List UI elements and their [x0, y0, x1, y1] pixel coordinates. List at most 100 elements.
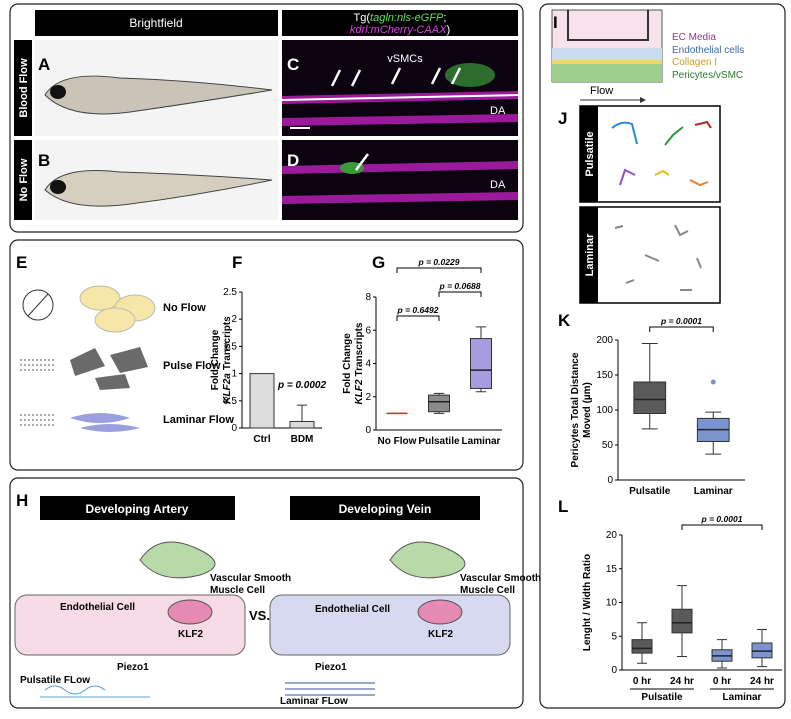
frame-eg — [9, 239, 524, 471]
cells — [70, 413, 140, 432]
nucleus — [167, 599, 213, 625]
y-tick-label: 1.5 — [223, 341, 237, 352]
header-bar — [35, 10, 278, 36]
image-d — [282, 140, 518, 220]
panel-label: C — [287, 55, 299, 74]
panel-label: G — [372, 253, 385, 272]
x-tick-label: Pulsatile — [629, 486, 671, 497]
vs: VS. — [249, 608, 270, 623]
outlier — [710, 379, 716, 385]
y-label-line: Moved (µm) — [582, 382, 593, 438]
box — [631, 639, 653, 654]
header: Brightfield — [129, 16, 182, 30]
t: tagln:nls-eGFP — [370, 12, 444, 24]
bar — [289, 420, 315, 429]
y-label-line: Lenght / Width Ratio — [582, 554, 593, 651]
p-value: p = 0.6492 — [397, 305, 439, 315]
eye — [50, 85, 66, 99]
error-bar — [297, 404, 307, 422]
insert — [567, 10, 649, 41]
frame-h — [9, 477, 524, 709]
track — [664, 126, 684, 146]
y-label-line: Fold Change — [342, 333, 353, 394]
y-label-line: Fold Change — [210, 329, 221, 390]
y-tick-label: 6 — [365, 325, 371, 336]
header-bar — [290, 496, 480, 520]
panel-label: A — [38, 55, 50, 74]
label: Endothelial Cell — [315, 604, 390, 615]
j-tracks — [579, 105, 721, 304]
no-sign — [27, 293, 49, 317]
track — [694, 120, 712, 129]
vessel-edge — [281, 94, 519, 101]
box — [428, 394, 450, 413]
track — [614, 224, 702, 291]
track — [619, 168, 636, 186]
layer-label: Pericytes/vSMC — [672, 70, 743, 81]
header: Developing Artery — [86, 502, 189, 516]
no-sign — [22, 289, 54, 321]
p-value: p = 0.0229 — [418, 257, 460, 267]
group-label: Laminar — [723, 692, 762, 703]
h-drawings — [14, 541, 511, 698]
bracket — [396, 267, 482, 273]
y-axis-label: Fold ChangeKLF2 Transcripts — [342, 322, 365, 404]
label: Vascular Smooth — [210, 573, 291, 584]
label: Muscle Cell — [210, 585, 265, 596]
label: Piezo1 — [117, 662, 149, 673]
x-tick-label: 24 hr — [670, 676, 694, 687]
panel-frames — [9, 3, 786, 709]
y-tick-label: 0 — [231, 423, 237, 434]
y-tick-label: 15 — [606, 564, 618, 575]
x-tick-label: BDM — [291, 434, 314, 445]
flow — [40, 685, 150, 698]
header: Developing Vein — [339, 502, 432, 516]
x-tick-label: 0 hr — [633, 676, 651, 687]
y-tick-label: 1 — [231, 369, 237, 380]
collagen — [552, 60, 662, 64]
vsmc — [139, 541, 216, 579]
label: Muscle Cell — [460, 585, 515, 596]
y-tick-label: 0 — [365, 425, 371, 436]
p-value: p = 0.0002 — [277, 380, 327, 391]
track — [689, 179, 709, 187]
panel-label: D — [287, 151, 299, 170]
layer-label: Collagen I — [672, 57, 717, 68]
flow-lines — [20, 359, 55, 426]
y-tick-label: 200 — [596, 335, 613, 346]
panel-label: F — [232, 253, 242, 272]
y-tick-label: 20 — [606, 530, 618, 541]
nucleus — [417, 599, 463, 625]
row-label: No Flow — [18, 158, 30, 201]
fish — [44, 75, 273, 115]
header: kdrl:mCherry-CAAX) — [350, 24, 450, 36]
cells — [70, 347, 148, 390]
p-value: p = 0.0688 — [439, 281, 481, 291]
y-axis-label: Pericytes Total DistanceMoved (µm) — [570, 352, 593, 467]
flow — [285, 682, 375, 696]
bracket — [649, 326, 714, 332]
y-tick-label: 2 — [231, 314, 237, 325]
x-tick-label: Laminar — [462, 436, 501, 447]
arrows — [330, 67, 462, 171]
box — [633, 381, 667, 414]
panel-label: H — [16, 491, 28, 510]
x-tick-label: 24 hr — [750, 676, 774, 687]
row-label: Laminar — [584, 233, 596, 277]
y-axis-label: Lenght / Width Ratio — [582, 554, 593, 651]
frame-il — [539, 3, 786, 709]
y-tick-label: 4 — [365, 359, 371, 370]
y-tick-label: 0 — [611, 665, 617, 676]
annotation: DA — [490, 105, 506, 117]
box — [470, 338, 492, 389]
bracket — [438, 291, 482, 297]
cell — [445, 63, 495, 87]
panel-label: K — [558, 311, 571, 330]
annotation: vSMCs — [387, 53, 423, 65]
label: Vascular Smooth — [460, 573, 541, 584]
label: KLF2 — [428, 629, 453, 640]
eye — [50, 180, 66, 194]
y-tick-label: 100 — [596, 405, 613, 416]
p-value: p = 0.0001 — [660, 316, 702, 326]
flow-label: Flow — [590, 85, 613, 97]
